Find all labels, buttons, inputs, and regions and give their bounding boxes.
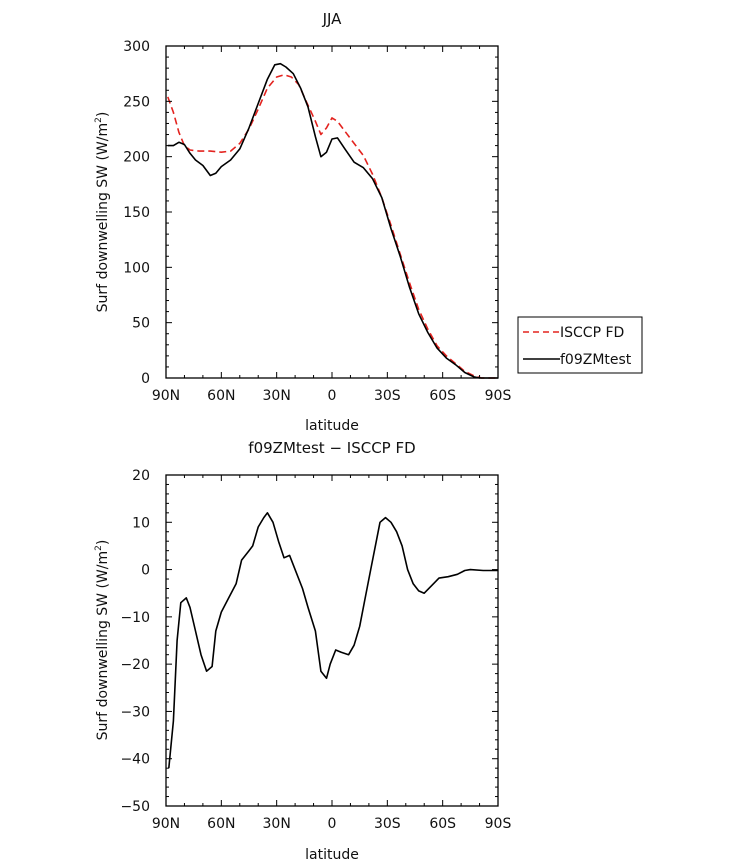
x-tick-label: 30S xyxy=(374,388,401,404)
y-tick-label: 100 xyxy=(123,260,150,276)
bottom-panel: f09ZMtest − ISCCP FD 90N 60N 30N 0 30S 60S 90S… xyxy=(94,439,511,863)
legend: ISCCP FD f09ZMtest xyxy=(517,316,643,374)
top-x-axis-label: latitude xyxy=(305,418,359,434)
y-tick-label: 300 xyxy=(123,39,150,55)
y-tick-label: 50 xyxy=(132,316,150,332)
y-tick-label: −50 xyxy=(120,799,150,815)
bottom-plot-frame xyxy=(165,474,499,807)
bottom-chart-title: f09ZMtest − ISCCP FD xyxy=(248,439,415,457)
x-tick-label: 60N xyxy=(207,816,235,832)
x-tick-label: 30N xyxy=(263,816,291,832)
x-tick-label: 60S xyxy=(429,388,456,404)
x-tick-label: 30N xyxy=(263,388,291,404)
y-tick-label: −30 xyxy=(120,704,150,720)
top-chart-title: JJA xyxy=(322,10,343,28)
y-tick-label: 0 xyxy=(141,371,150,387)
top-panel: JJA 90N 60N 30N 0 30S 60S 90S 0 50 100 150 200 250 30… xyxy=(94,10,643,434)
series-line-difference xyxy=(168,511,498,769)
y-tick-label: 250 xyxy=(123,94,150,110)
x-tick-label: 0 xyxy=(328,388,337,404)
x-tick-label: 90N xyxy=(152,388,180,404)
x-tick-label: 90N xyxy=(152,816,180,832)
y-tick-label: −10 xyxy=(120,610,150,626)
bottom-x-axis-label: latitude xyxy=(305,847,359,863)
y-tick-label: 10 xyxy=(132,515,150,531)
x-tick-label: 60N xyxy=(207,388,235,404)
y-tick-label: 20 xyxy=(132,468,150,484)
series-line-f09zmtest xyxy=(167,62,498,379)
legend-box xyxy=(517,316,643,374)
series-line-isccp-fd xyxy=(167,74,498,379)
top-y-axis-label: Surf downwelling SW (W/m2) xyxy=(94,112,111,313)
y-tick-label: −20 xyxy=(120,657,150,673)
x-tick-label: 90S xyxy=(485,816,512,832)
y-tick-label: 0 xyxy=(141,563,150,579)
x-tick-label: 30S xyxy=(374,816,401,832)
bottom-y-axis-label: Surf downwelling SW (W/m2) xyxy=(94,540,111,741)
x-tick-label: 90S xyxy=(485,388,512,404)
x-tick-label: 60S xyxy=(429,816,456,832)
y-tick-label: 150 xyxy=(123,205,150,221)
legend-label-isccp-fd: ISCCP FD xyxy=(560,325,624,341)
legend-label-f09zmtest: f09ZMtest xyxy=(560,352,632,368)
y-tick-label: −40 xyxy=(120,752,150,768)
x-tick-label: 0 xyxy=(328,816,337,832)
y-tick-label: 200 xyxy=(123,150,150,166)
top-plot-frame xyxy=(165,45,499,379)
